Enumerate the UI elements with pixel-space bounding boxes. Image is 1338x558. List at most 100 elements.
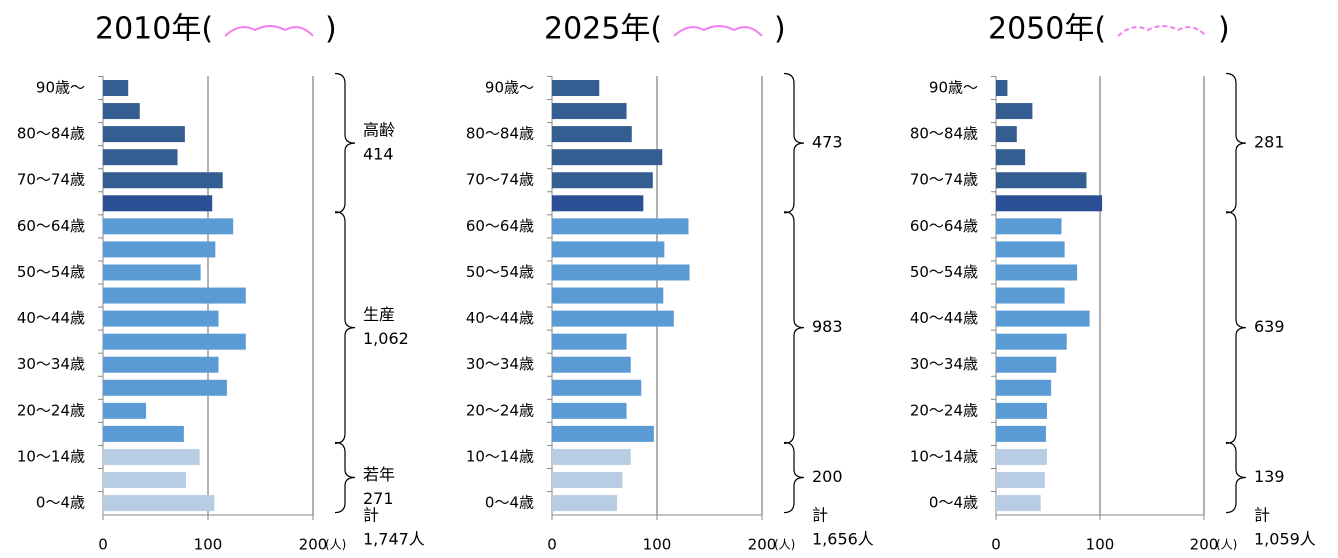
- bar: [996, 264, 1078, 281]
- y-tick-label: 40〜44歳: [910, 309, 978, 327]
- chart-title: 2050年(: [988, 12, 1106, 47]
- bar: [996, 310, 1090, 327]
- title-decoration: [673, 25, 763, 37]
- brace: [334, 72, 356, 214]
- bar: [996, 149, 1026, 166]
- bar: [103, 80, 129, 96]
- y-tick-label: 90歳〜: [36, 79, 85, 97]
- bar: [996, 379, 1052, 396]
- bar: [552, 310, 674, 327]
- bar: [103, 310, 219, 327]
- bar: [996, 218, 1062, 235]
- bar: [103, 287, 246, 304]
- title-decoration: [224, 25, 314, 37]
- brace: [1225, 211, 1247, 445]
- y-tick-label: 80〜84歳: [910, 125, 978, 143]
- bar: [103, 402, 147, 419]
- bar: [103, 103, 140, 120]
- bar: [996, 287, 1065, 304]
- y-tick-label: 50〜54歳: [910, 263, 978, 281]
- brace: [783, 441, 805, 514]
- bar: [552, 149, 663, 166]
- y-tick-label: 60〜64歳: [910, 217, 978, 235]
- chart-title-close: ): [1218, 12, 1230, 47]
- group-total: 983: [812, 317, 843, 336]
- bar: [996, 80, 1008, 96]
- bar: [996, 172, 1087, 189]
- group-total: 281: [1254, 133, 1285, 152]
- y-tick-label: 20〜24歳: [17, 401, 85, 419]
- group-name: 若年: [363, 465, 395, 484]
- bar: [996, 472, 1045, 489]
- x-unit: (人): [774, 538, 795, 552]
- bar: [103, 472, 186, 489]
- x-tick-label: 100: [194, 536, 223, 554]
- bar: [103, 195, 213, 212]
- x-tick-label: 200: [299, 536, 328, 554]
- bar: [103, 333, 246, 350]
- bar: [552, 287, 664, 304]
- bar: [552, 195, 644, 212]
- total-value: 1,059人: [1254, 530, 1316, 549]
- group-total: 473: [812, 133, 843, 152]
- group-name: 高齢: [363, 121, 395, 140]
- chart-title-close: ): [774, 12, 786, 47]
- brace: [783, 211, 805, 445]
- y-tick-label: 40〜44歳: [17, 309, 85, 327]
- total-name: 計: [363, 506, 379, 525]
- y-tick-label: 80〜84歳: [17, 125, 85, 143]
- x-unit: (人): [325, 538, 346, 552]
- chart-title: 2010年(: [95, 12, 213, 47]
- y-tick-label: 40〜44歳: [466, 309, 534, 327]
- bar: [103, 379, 227, 396]
- bar: [103, 448, 200, 465]
- y-tick-label: 80〜84歳: [466, 125, 534, 143]
- y-tick-label: 70〜74歳: [466, 171, 534, 189]
- x-tick-label: 100: [1086, 536, 1115, 554]
- bar: [996, 356, 1057, 373]
- group-total: 414: [363, 145, 394, 164]
- y-tick-label: 10〜14歳: [466, 447, 534, 465]
- bar: [996, 195, 1103, 212]
- bar: [996, 448, 1047, 465]
- bar: [996, 402, 1047, 419]
- y-tick-label: 60〜64歳: [466, 217, 534, 235]
- x-tick-label: 100: [643, 536, 672, 554]
- y-tick-label: 0〜4歳: [485, 494, 534, 512]
- bar: [103, 218, 234, 235]
- bar: [103, 241, 216, 258]
- bar: [103, 264, 201, 281]
- y-tick-label: 90歳〜: [929, 79, 978, 97]
- bar: [552, 103, 627, 120]
- y-tick-label: 30〜34歳: [910, 355, 978, 373]
- bar: [103, 495, 215, 512]
- y-tick-label: 0〜4歳: [929, 494, 978, 512]
- bar: [996, 425, 1046, 442]
- bar: [103, 126, 185, 143]
- y-tick-label: 30〜34歳: [17, 355, 85, 373]
- y-tick-label: 50〜54歳: [466, 263, 534, 281]
- bar: [552, 241, 665, 258]
- group-total: 639: [1254, 317, 1285, 336]
- x-unit: (人): [1216, 538, 1237, 552]
- bar: [552, 379, 642, 396]
- y-tick-label: 20〜24歳: [910, 401, 978, 419]
- bar: [103, 425, 184, 442]
- bar: [552, 80, 600, 96]
- x-tick-label: 200: [748, 536, 777, 554]
- bar: [996, 495, 1041, 512]
- group-total: 139: [1254, 467, 1285, 486]
- bar: [552, 402, 627, 419]
- bar: [996, 333, 1067, 350]
- x-tick-label: 200: [1190, 536, 1219, 554]
- bar: [552, 425, 654, 442]
- bar: [996, 241, 1065, 258]
- bar: [996, 126, 1017, 143]
- bar: [552, 448, 631, 465]
- bar: [552, 356, 631, 373]
- brace: [1225, 72, 1247, 214]
- y-tick-label: 90歳〜: [485, 79, 534, 97]
- title-decoration: [1117, 25, 1207, 37]
- bar: [552, 264, 690, 281]
- total-value: 1,747人: [363, 530, 425, 549]
